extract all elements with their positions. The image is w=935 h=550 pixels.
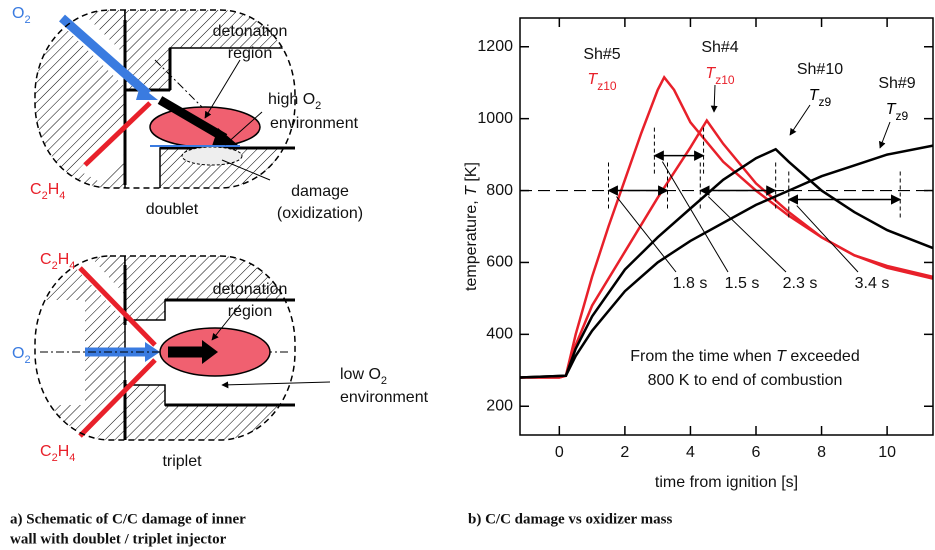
x-tick-label: 2 — [620, 444, 629, 461]
subscript: 2 — [42, 190, 48, 202]
x-tick-label: 8 — [817, 444, 826, 461]
legend-label: Tz10 — [705, 65, 734, 87]
subscript: 2 — [24, 354, 30, 366]
y-tick-label: 200 — [486, 397, 513, 414]
text: C — [40, 443, 52, 460]
fuel-flow — [83, 101, 152, 167]
x-tick-label: 4 — [686, 444, 695, 461]
label: C2H4 — [30, 181, 65, 202]
legend-label: Sh#4 — [701, 39, 738, 56]
label: detonation — [213, 23, 288, 40]
plot-frame — [519, 17, 934, 436]
x-axis-label: time from ignition [s] — [655, 474, 798, 491]
subscript: 2 — [315, 100, 321, 112]
text: temperature, — [463, 196, 480, 291]
caption-a: a) Schematic of C/C damage of inner — [10, 511, 246, 527]
y-tick-label: 1200 — [477, 38, 513, 55]
legend-label: Tz9 — [886, 101, 909, 123]
legend-label: Sh#5 — [583, 46, 620, 63]
series-line — [519, 144, 934, 379]
label: (oxidization) — [277, 205, 363, 222]
label: triplet — [162, 453, 202, 470]
legend-label: Sh#10 — [797, 61, 843, 78]
text: exceeded — [786, 348, 860, 365]
leader — [661, 161, 729, 273]
damage-area — [181, 146, 243, 166]
subscript: z9 — [819, 95, 832, 109]
subscript: z9 — [896, 109, 909, 123]
subscript: 4 — [59, 190, 65, 202]
label: C2H4 — [40, 251, 75, 272]
text: T — [809, 87, 820, 104]
subscript: 4 — [69, 260, 75, 272]
text: O — [12, 5, 24, 22]
y-tick-label: 400 — [486, 326, 513, 343]
doublet-schematic — [34, 9, 296, 189]
subscript: 4 — [69, 452, 75, 464]
label: detonation — [213, 281, 288, 298]
text: T — [587, 71, 598, 88]
text: H — [58, 251, 70, 268]
subscript: z10 — [715, 73, 735, 87]
triplet-schematic — [34, 255, 331, 441]
label: region — [228, 45, 272, 62]
y-axis-label: temperature, T [K] — [463, 162, 480, 291]
duration-label: 3.4 s — [855, 275, 890, 292]
legend-label: Sh#9 — [878, 75, 915, 92]
y-tick-label: 800 — [486, 182, 513, 199]
leader — [878, 121, 891, 149]
text: H — [58, 443, 70, 460]
x-tick-label: 10 — [878, 444, 896, 461]
note: From the time when T exceeded — [630, 348, 859, 365]
caption-a: wall with doublet / triplet injector — [10, 531, 227, 547]
chart: 200 400 600 800 1000 1200 0 2 4 6 8 10 time from ign… — [463, 17, 934, 491]
x-tick-label: 6 — [752, 444, 761, 461]
duration-label: 2.3 s — [783, 275, 818, 292]
series-line — [519, 147, 934, 379]
label: region — [228, 303, 272, 320]
note: 800 K to end of combustion — [648, 372, 843, 389]
leader — [710, 84, 718, 113]
label: O2 — [12, 5, 31, 26]
text: T — [776, 348, 787, 365]
label: doublet — [146, 201, 199, 218]
leader — [707, 196, 787, 273]
label: damage — [291, 183, 349, 200]
text: C — [30, 181, 42, 198]
text: high O — [268, 91, 315, 108]
leader — [616, 196, 677, 273]
text: T — [886, 101, 897, 118]
legend-label: Tz10 — [587, 71, 616, 93]
subscript: 2 — [52, 452, 58, 464]
text: low O — [340, 366, 381, 383]
text: T — [463, 185, 480, 196]
y-tick-label: 600 — [486, 254, 513, 271]
leader — [789, 104, 811, 136]
o2-flow — [59, 14, 151, 98]
text: T — [705, 65, 716, 82]
text: H — [48, 181, 60, 198]
caption-b: b) C/C damage vs oxidizer mass — [468, 511, 672, 527]
subscript: 2 — [52, 260, 58, 272]
text: O — [12, 345, 24, 362]
label: high O2 — [268, 91, 321, 112]
subscript: 2 — [24, 14, 30, 26]
x-tick-label: 0 — [555, 444, 564, 461]
duration-label: 1.5 s — [725, 275, 760, 292]
text: [K] — [463, 162, 480, 186]
label: environment — [270, 115, 359, 132]
label: environment — [340, 389, 429, 406]
label: low O2 — [340, 366, 387, 387]
label: O2 — [12, 345, 31, 366]
duration-label: 1.8 s — [673, 275, 708, 292]
subscript: z10 — [597, 79, 617, 93]
leader — [796, 205, 859, 273]
y-tick-label: 1000 — [477, 110, 513, 127]
subscript: 2 — [381, 375, 387, 387]
label: C2H4 — [40, 443, 75, 464]
text: From the time when — [630, 348, 776, 365]
text: C — [40, 251, 52, 268]
legend-label: Tz9 — [809, 87, 832, 109]
